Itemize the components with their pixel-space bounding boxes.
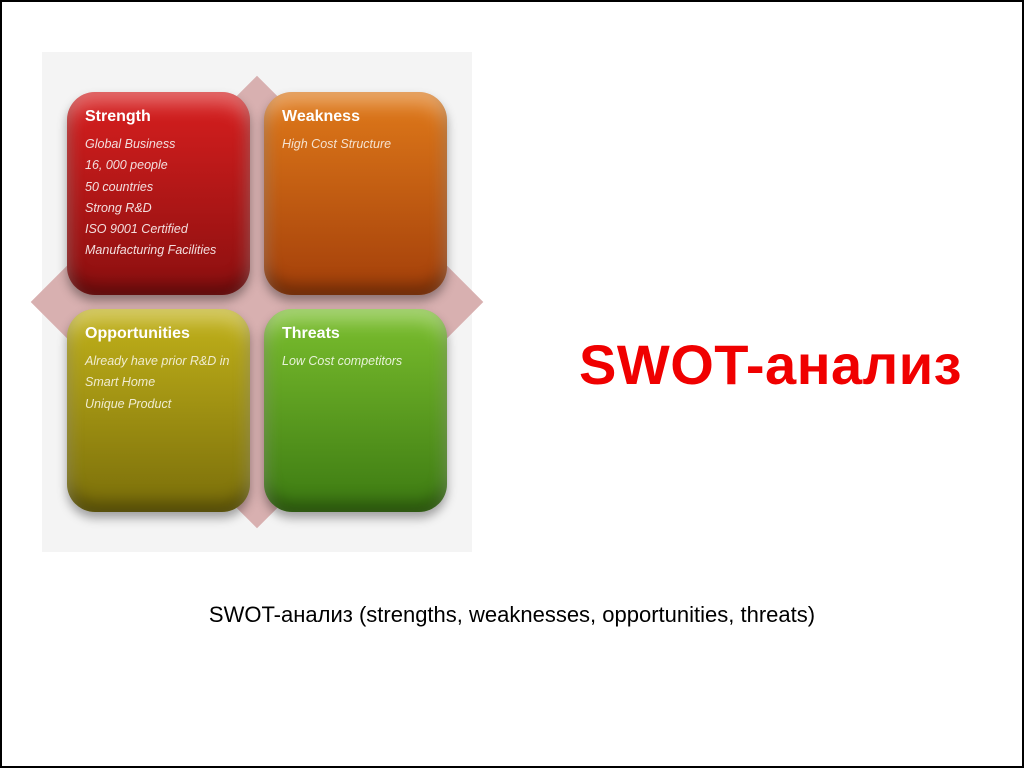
quadrant-items: High Cost Structure <box>282 134 431 155</box>
quadrant-weakness: Weakness High Cost Structure <box>264 92 447 295</box>
quadrant-items: Global Business16, 000 people50 countrie… <box>85 134 234 262</box>
quadrant-strength: Strength Global Business16, 000 people50… <box>67 92 250 295</box>
quadrant-item: ISO 9001 Certified <box>85 219 234 240</box>
page-title: SWOT-анализ <box>579 332 962 397</box>
quadrant-item: Global Business <box>85 134 234 155</box>
caption-text: SWOT-анализ (strengths, weaknesses, oppo… <box>2 602 1022 628</box>
quadrant-item: Unique Product <box>85 394 234 415</box>
quadrant-item: High Cost Structure <box>282 134 431 155</box>
quadrant-items: Already have prior R&D in Smart HomeUniq… <box>85 351 234 415</box>
quadrant-item: Strong R&D <box>85 198 234 219</box>
quadrant-item: Low Cost competitors <box>282 351 431 372</box>
quadrant-item: 16, 000 people <box>85 155 234 176</box>
quadrant-title: Opportunities <box>85 325 234 343</box>
quadrant-item: 50 countries <box>85 177 234 198</box>
quadrant-threats: Threats Low Cost competitors <box>264 309 447 512</box>
swot-grid: Strength Global Business16, 000 people50… <box>67 92 447 512</box>
quadrant-title: Threats <box>282 325 431 343</box>
quadrant-opportunities: Opportunities Already have prior R&D in … <box>67 309 250 512</box>
quadrant-items: Low Cost competitors <box>282 351 431 372</box>
slide-frame: Strength Global Business16, 000 people50… <box>0 0 1024 768</box>
quadrant-title: Weakness <box>282 108 431 126</box>
quadrant-item: Manufacturing Facilities <box>85 240 234 261</box>
quadrant-item: Already have prior R&D in Smart Home <box>85 351 234 394</box>
swot-figure: Strength Global Business16, 000 people50… <box>42 52 472 552</box>
quadrant-title: Strength <box>85 108 234 126</box>
